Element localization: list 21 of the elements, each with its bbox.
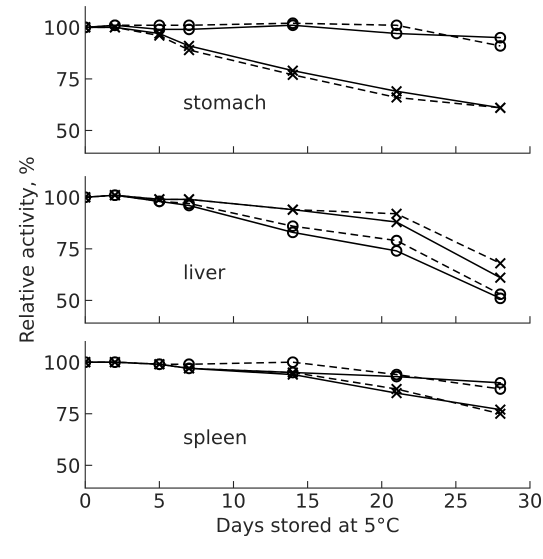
x-axis-title: Days stored at 5°C xyxy=(218,517,398,536)
y-axis-title: Relative activity, % xyxy=(18,157,38,342)
annotation: spleen xyxy=(184,429,246,448)
x-tick-label: 0 xyxy=(80,493,90,508)
y-tick-label: 50 xyxy=(57,123,80,138)
x-tick-label: 5 xyxy=(154,493,164,508)
x-tick-label: 10 xyxy=(223,493,245,508)
x-tick-label: 30 xyxy=(519,493,542,508)
y-tick-label: 100 xyxy=(45,20,80,35)
y-tick-label: 75 xyxy=(57,406,79,422)
y-tick-label: 100 xyxy=(45,355,80,370)
annotation: liver xyxy=(184,264,226,280)
annotation: stomach xyxy=(184,94,265,110)
y-tick-label: 75 xyxy=(57,72,79,87)
y-tick-label: 50 xyxy=(57,458,80,473)
y-tick-label: 100 xyxy=(45,190,80,205)
x-tick-label: 25 xyxy=(444,493,467,508)
x-tick-label: 20 xyxy=(370,493,393,508)
y-tick-label: 50 xyxy=(57,293,80,308)
x-tick-label: 15 xyxy=(297,493,318,508)
y-tick-label: 75 xyxy=(57,242,79,257)
